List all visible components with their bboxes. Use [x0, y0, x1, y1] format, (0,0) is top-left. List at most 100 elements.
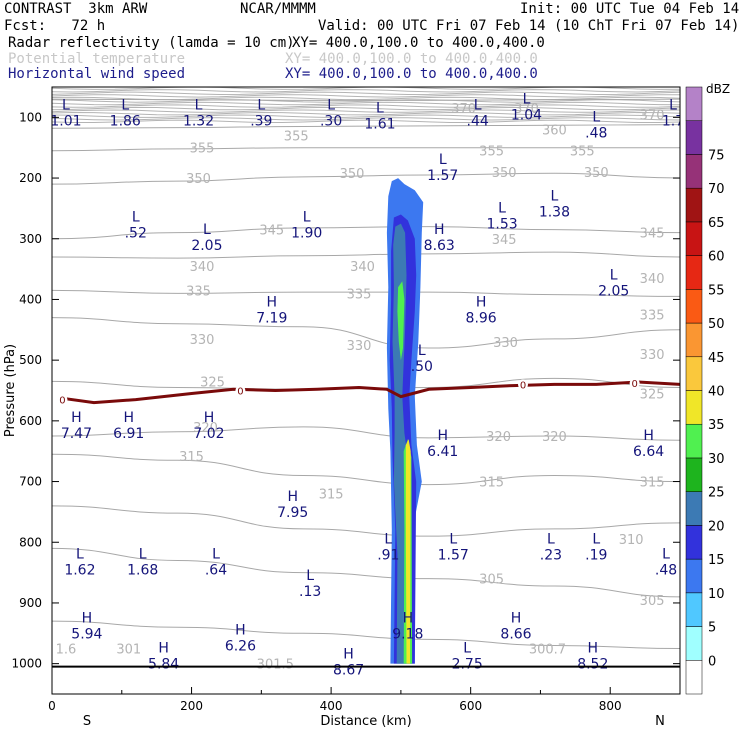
wind-extremum-value: 1.90 [291, 226, 322, 242]
wind-extremum-value: 8.67 [333, 663, 364, 679]
colorbar-swatch [685, 423, 703, 459]
wind-extremum-value: 1.57 [438, 547, 469, 563]
wind-extremum-value: .23 [540, 547, 562, 563]
wind-extremum-value: 1.53 [486, 217, 517, 233]
zero-line-label: 0 [631, 379, 637, 390]
x-end-label-south: S [83, 714, 91, 729]
zero-degree-line [58, 380, 680, 405]
wind-extremum-marker: H [437, 428, 448, 444]
colorbar-swatch [685, 626, 703, 661]
theta-contour-label: 1.6 [56, 642, 77, 657]
theta-contour-label: 310 [619, 533, 644, 548]
wind-extremum-marker: H [287, 489, 298, 505]
wind-extremum-marker: L [439, 152, 447, 168]
wind-extremum-marker: H [123, 410, 134, 426]
wind-extremum-marker: H [511, 610, 522, 626]
wind-extremum-value: 1.68 [127, 563, 158, 579]
wind-extremum-marker: L [384, 531, 392, 547]
wind-extremum-marker: H [235, 622, 246, 638]
y-tick-label: 300 [19, 232, 42, 246]
wind-extremum-marker: H [588, 641, 599, 657]
wind-extremum-value: .64 [205, 563, 227, 579]
theta-contour [52, 91, 680, 96]
colorbar-tick-label: 50 [708, 317, 725, 332]
theta-contour-label: 325 [640, 388, 665, 403]
theta-contour-label: 340 [640, 272, 665, 287]
wind-extremum-marker: L [303, 210, 311, 226]
model-title: CONTRAST 3km ARW [4, 1, 148, 17]
colorbar-swatch [685, 356, 703, 391]
theta-contour-label: 345 [259, 224, 284, 239]
theta-contour-label: 350 [186, 172, 211, 187]
theta-contour [52, 94, 680, 98]
wind-extremum-value: .50 [411, 359, 433, 375]
x-axis-label: Distance (km) [320, 714, 411, 729]
y-axis-label: Pressure (hPa) [3, 344, 18, 437]
theta-contour-label: 330 [190, 333, 215, 348]
colorbar-tick-label: 60 [708, 250, 725, 265]
wind-extremum-marker: L [257, 97, 265, 113]
wind-extremum-value: .48 [655, 563, 677, 579]
wind-extremum-marker: H [204, 410, 215, 426]
theta-contour [52, 119, 680, 123]
y-tick-label: 900 [19, 596, 42, 610]
y-tick-label: 700 [19, 475, 42, 489]
wind-extremum-marker: H [82, 610, 93, 626]
wind-extremum-value: 6.26 [225, 638, 256, 654]
theta-contour [52, 124, 680, 129]
wind-extremum-value: .13 [299, 584, 321, 600]
wind-extremum-value: 9.18 [392, 626, 423, 642]
theta-contour-label: 315 [319, 488, 344, 503]
wind-extremum-value: .91 [377, 547, 399, 563]
wind-extremum-marker: H [343, 647, 354, 663]
colorbar-swatch [685, 221, 703, 256]
colorbar-swatch [685, 187, 703, 223]
wind-extremum-value: 1.38 [539, 204, 570, 220]
theta-contour-label: 370 [451, 102, 476, 117]
theta-contour-label: 355 [479, 145, 504, 160]
theta-contour [52, 620, 680, 649]
wind-extremum-marker: L [306, 568, 314, 584]
theta-contour [52, 251, 680, 259]
y-tick-label: 400 [19, 292, 42, 306]
wind-extremum-marker: L [132, 210, 140, 226]
theta-contour-label: 305 [479, 573, 504, 588]
theta-contour [52, 99, 680, 103]
colorbar-swatch [685, 491, 703, 526]
wind-extremum-value: .48 [585, 125, 607, 141]
wind-extremum-marker: L [139, 547, 147, 563]
wind-extremum-value: 2.75 [452, 657, 483, 673]
theta-contour [52, 106, 680, 111]
wind-extremum-marker: L [662, 547, 670, 563]
colorbar-tick-label: 30 [708, 452, 725, 467]
wind-extremum-marker: L [498, 201, 506, 217]
wind-extremum-marker: H [643, 428, 654, 444]
theta-contour-label: 335 [640, 309, 665, 324]
wind-extremum-marker: L [669, 97, 677, 113]
wind-extremum-value: 5.94 [71, 626, 102, 642]
field2-name: Potential temperature [8, 51, 186, 67]
wind-extremum-marker: L [76, 547, 84, 563]
theta-contour [52, 547, 680, 598]
theta-contour-label: 345 [640, 227, 665, 242]
theta-contour-label: 305 [640, 594, 665, 609]
theta-contour [52, 317, 680, 349]
organization-label: NCAR/MMMM [240, 1, 316, 17]
wind-extremum-marker: L [327, 97, 335, 113]
wind-extremum-marker: H [476, 295, 487, 311]
wind-extremum-value: 1.62 [64, 563, 95, 579]
theta-contour [52, 505, 680, 537]
colorbar-tick-label: 35 [708, 418, 725, 433]
wind-extremum-marker: L [62, 97, 70, 113]
init-time: Init: 00 UTC Tue 04 Feb 14 [520, 1, 740, 17]
wind-extremum-value: 7.19 [256, 311, 287, 327]
colorbar-swatch [685, 390, 703, 425]
zero-line-label: 0 [237, 387, 243, 398]
theta-contour-label: 340 [190, 260, 215, 275]
valid-time: Valid: 00 UTC Fri 07 Feb 14 (10 ChT Fri … [318, 18, 740, 34]
theta-contour-label: 360 [542, 123, 567, 138]
zero-line-label: 0 [520, 380, 526, 391]
wind-extremum-value: 1.04 [511, 107, 542, 123]
theta-contour-label: 345 [492, 233, 517, 248]
field3-name: Horizontal wind speed [8, 66, 186, 82]
